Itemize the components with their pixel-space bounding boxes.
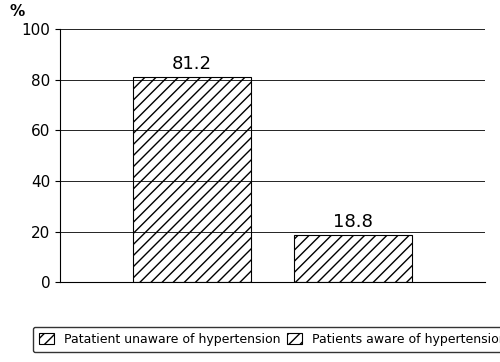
Text: 18.8: 18.8 [333,213,372,231]
Text: %: % [9,4,24,19]
Bar [133,77,252,282]
Bar [294,235,412,282]
Text: 81.2: 81.2 [172,55,212,73]
Legend: Patatient unaware of hypertension, Patients aware of hypertension: Patatient unaware of hypertension, Patie… [32,327,500,352]
